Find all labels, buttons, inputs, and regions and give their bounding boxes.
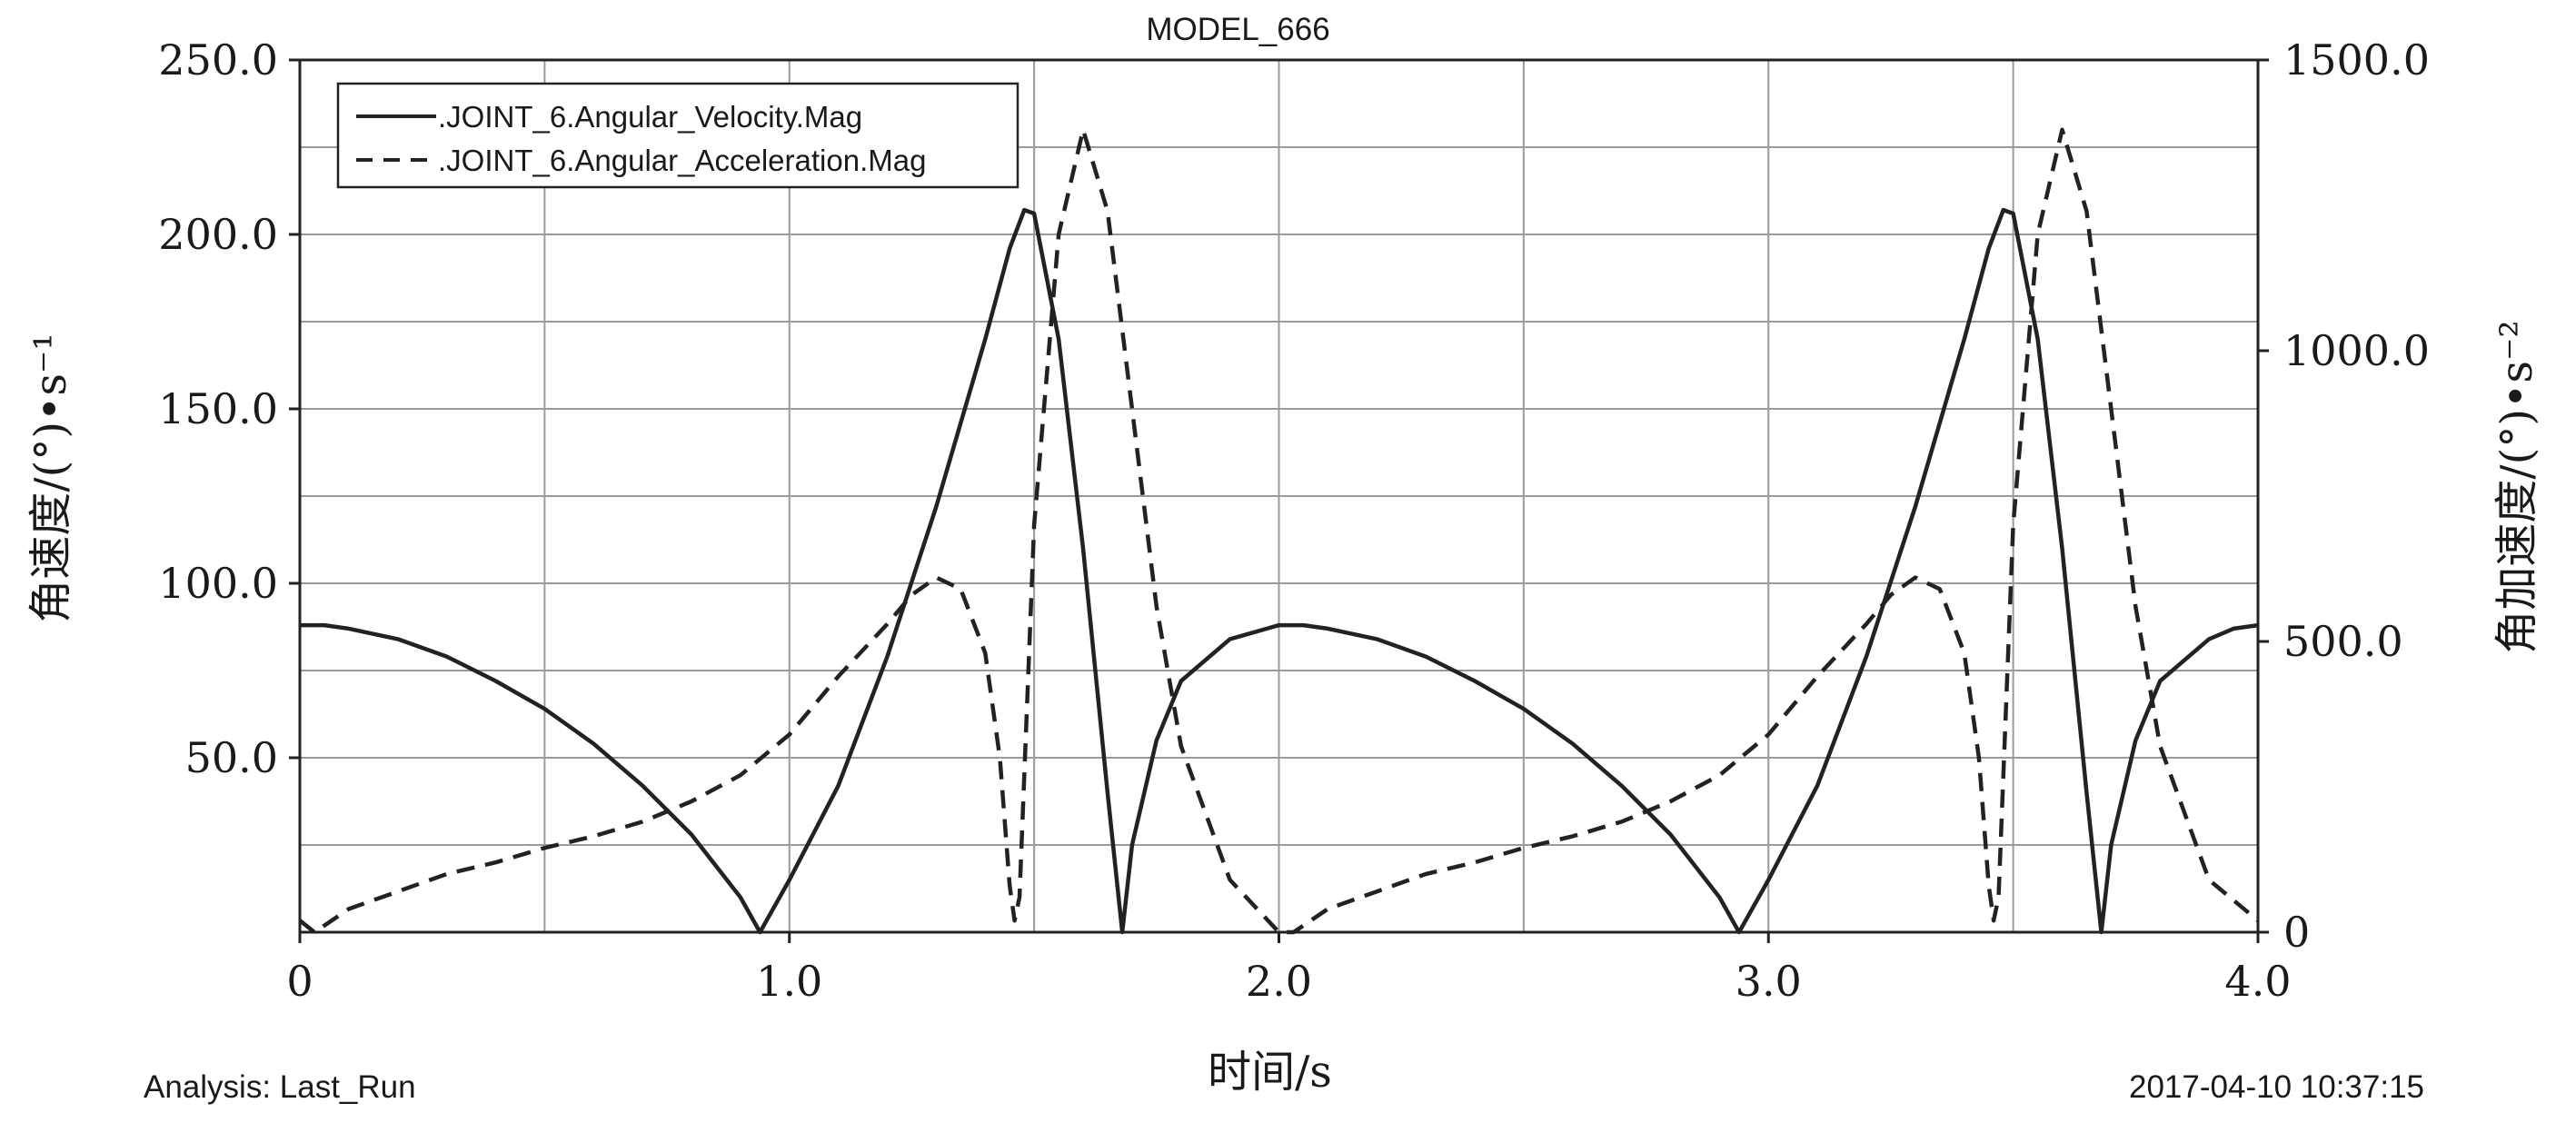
- y-left-tick-label: 50.0: [185, 733, 278, 782]
- x-tick-label: 3.0: [1736, 957, 1802, 1006]
- x-tick-label: 2.0: [1246, 957, 1312, 1006]
- x-tick-label: 1.0: [756, 957, 822, 1006]
- legend-label-acceleration: .JOINT_6.Angular_Acceleration.Mag: [438, 144, 926, 177]
- grid: [300, 60, 2258, 932]
- x-tick-label: 0: [286, 957, 313, 1006]
- y-axis-left-label: 角速度/(°)•s⁻¹: [25, 333, 76, 622]
- x-tick-label: 4.0: [2224, 957, 2291, 1006]
- y-left-tick-label: 250.0: [158, 35, 278, 84]
- footer-timestamp: 2017-04-10 10:37:15: [2129, 1069, 2424, 1105]
- x-axis-label: 时间/s: [1208, 1047, 1332, 1098]
- y-right-tick-label: 1000.0: [2283, 326, 2430, 375]
- y-left-tick-label: 200.0: [158, 210, 278, 259]
- series-line-velocity: [300, 207, 2259, 935]
- legend: .JOINT_6.Angular_Velocity.Mag .JOINT_6.A…: [336, 82, 1019, 189]
- y-left-tick-label: 150.0: [158, 384, 278, 433]
- y-axis-right-label: 角加速度/(°)•s⁻²: [2491, 320, 2542, 653]
- legend-box: [336, 82, 1019, 189]
- legend-label-velocity: .JOINT_6.Angular_Velocity.Mag: [438, 100, 862, 134]
- y-right-tick-label: 500.0: [2283, 617, 2403, 666]
- chart-title: MODEL_666: [1146, 12, 1329, 47]
- y-right-tick-label: 0: [2283, 908, 2310, 957]
- series-layer: [298, 127, 2260, 935]
- footer-analysis: Analysis: Last_Run: [144, 1069, 416, 1105]
- ticks-layer: 0 1.0 2.0 3.0 4.0 50.0 100.0 150.0 200.0 250.0 0 50…: [158, 35, 2430, 1006]
- y-right-tick-label: 1500.0: [2283, 35, 2430, 84]
- series-line-acceleration: [298, 127, 2260, 935]
- y-left-tick-label: 100.0: [158, 559, 278, 608]
